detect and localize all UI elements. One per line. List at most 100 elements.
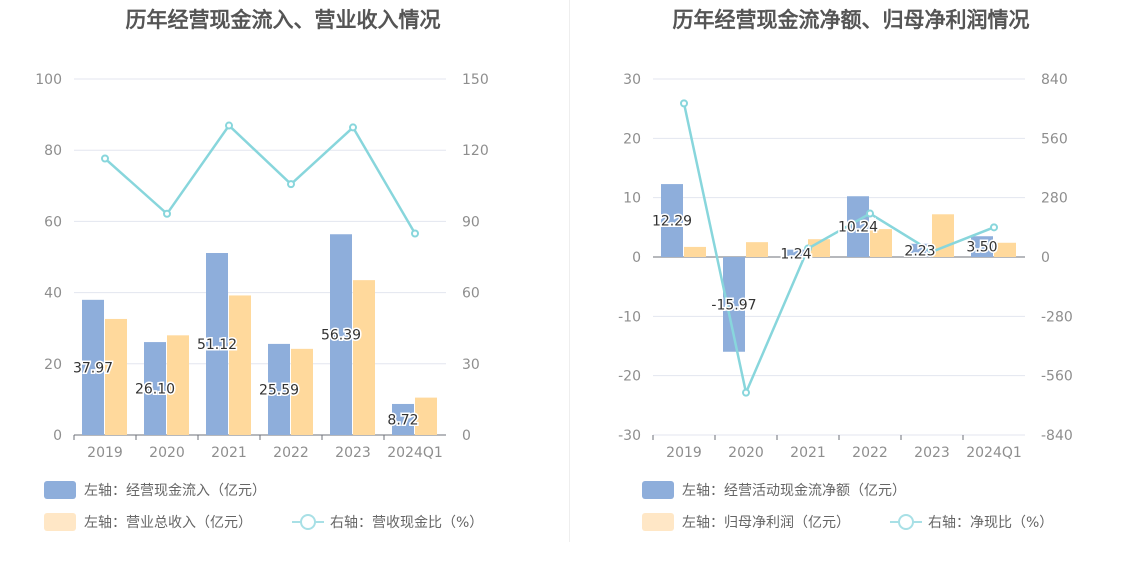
ratio-point — [225, 121, 233, 130]
legend-label: 左轴：经营现金流入（亿元） — [84, 483, 266, 499]
x-tick-label: 2019 — [666, 445, 702, 461]
bar-secondary — [353, 280, 375, 435]
legend-item-net-cash-flow[interactable]: 左轴：经营活动现金流净额（亿元） — [642, 480, 906, 500]
bar-data-label: 1.24 — [780, 246, 811, 262]
ratio-point — [990, 223, 998, 232]
chart-left-svg: 100 150 80 120 60 90 40 60 20 30 0 0 2019 2020 2021 202… — [35, 72, 489, 461]
bar-primary — [785, 249, 807, 257]
y-tick-label-left: 0 — [632, 250, 641, 266]
x-tick-label: 2023 — [914, 445, 950, 461]
legend-label: 左轴：营业总收入（亿元） — [84, 515, 252, 531]
y-tick-label-right: -280 — [1041, 309, 1073, 325]
bar-secondary — [291, 348, 313, 435]
x-tick-label: 2021 — [211, 445, 247, 461]
bar-swatch-icon — [44, 513, 76, 531]
y-tick-label-left: 0 — [53, 428, 62, 444]
ratio-point — [742, 388, 750, 397]
ratio-point — [163, 209, 171, 218]
y-tick-label-right: -840 — [1041, 428, 1073, 444]
y-tick-label-right: 840 — [1041, 72, 1068, 88]
bar-secondary — [684, 246, 706, 257]
legend-label: 右轴：营收现金比（%） — [330, 515, 484, 531]
bar-secondary — [105, 318, 127, 435]
chart-panel-left: 历年经营现金流入、营业收入情况 100 150 80 120 60 90 40 60 20 30 0… — [0, 0, 566, 582]
chart-right-svg: 30 840 20 560 10 280 0 0 -10 -280 -20 -560 -30 -840 20… — [618, 72, 1073, 461]
bar-data-label: 51.12 — [197, 337, 237, 353]
bar-data-label: 37.97 — [73, 360, 113, 376]
y-tick-label-left: 40 — [44, 286, 62, 302]
bar-data-label: 56.39 — [321, 328, 361, 344]
line-marker-icon — [292, 513, 324, 531]
y-tick-label-right: 120 — [462, 143, 489, 159]
y-tick-label-left: 10 — [623, 191, 641, 207]
x-tick-label: 2021 — [790, 445, 826, 461]
x-tick-label: 2024Q1 — [387, 445, 443, 461]
legend-item-revenue[interactable]: 左轴：营业总收入（亿元） — [44, 512, 252, 532]
bar-primary — [392, 403, 414, 435]
ratio-point — [680, 99, 688, 108]
bar-primary — [144, 342, 166, 435]
x-tick-label: 2020 — [149, 445, 185, 461]
bar-data-label: 12.29 — [652, 214, 692, 230]
chart-title-right: 历年经营现金流净额、归母净利润情况 — [672, 8, 1030, 32]
ratio-line — [682, 103, 995, 397]
bar-secondary — [994, 242, 1016, 257]
bar-primary — [82, 299, 104, 435]
bar-secondary — [167, 335, 189, 435]
legend-item-net-profit[interactable]: 左轴：归母净利润（亿元） — [642, 512, 850, 532]
chart-title-left: 历年经营现金流入、营业收入情况 — [125, 8, 441, 32]
ratio-point — [928, 247, 936, 256]
bar-data-label: 10.24 — [838, 220, 878, 236]
bar-primary — [661, 184, 683, 257]
y-tick-label-left: -20 — [618, 369, 641, 385]
ratio-point — [101, 154, 109, 163]
y-tick-label-right: 150 — [462, 72, 489, 88]
bar-primary — [330, 234, 352, 435]
bar-swatch-icon — [44, 481, 76, 499]
y-tick-label-right: 0 — [462, 428, 471, 444]
y-tick-label-left: -10 — [618, 309, 641, 325]
y-tick-label-left: 20 — [44, 357, 62, 373]
y-tick-label-left: 20 — [623, 131, 641, 147]
y-tick-label-right: 280 — [1041, 191, 1068, 207]
bar-primary — [971, 236, 993, 257]
bar-swatch-icon — [642, 481, 674, 499]
bar-data-label: 3.50 — [966, 240, 997, 256]
bar-secondary — [746, 242, 768, 257]
bar-swatch-icon — [642, 513, 674, 531]
ratio-point — [287, 180, 295, 189]
legend-label: 右轴：净现比（%） — [928, 515, 1054, 531]
y-tick-label-left: 30 — [623, 72, 641, 88]
bar-data-label: 2.23 — [904, 243, 935, 259]
x-tick-label: 2024Q1 — [966, 445, 1022, 461]
y-tick-label-right: 30 — [462, 357, 480, 373]
y-tick-label-left: 100 — [35, 72, 62, 88]
x-tick-label: 2022 — [273, 445, 309, 461]
y-tick-label-left: -30 — [618, 428, 641, 444]
bar-secondary — [870, 229, 892, 257]
bar-data-label: -15.97 — [711, 297, 756, 313]
y-tick-label-right: 90 — [462, 214, 480, 230]
bar-data-label: 8.72 — [387, 412, 418, 428]
ratio-point — [411, 229, 419, 238]
y-tick-label-right: -560 — [1041, 369, 1073, 385]
legend-label: 左轴：归母净利润（亿元） — [682, 515, 850, 531]
panel-divider — [569, 0, 570, 542]
y-tick-label-left: 60 — [44, 214, 62, 230]
y-tick-label-right: 560 — [1041, 131, 1068, 147]
bar-secondary — [808, 239, 830, 257]
x-tick-label: 2020 — [728, 445, 764, 461]
line-marker-icon — [890, 513, 922, 531]
bar-secondary — [229, 295, 251, 435]
legend-item-net-cash-ratio[interactable]: 右轴：净现比（%） — [890, 512, 1053, 532]
ratio-point — [866, 209, 874, 218]
y-tick-label-right: 0 — [1041, 250, 1050, 266]
x-tick-label: 2023 — [335, 445, 371, 461]
y-tick-label-left: 80 — [44, 143, 62, 159]
x-tick-label: 2022 — [852, 445, 888, 461]
bar-primary — [847, 196, 869, 257]
legend-item-cash-inflow[interactable]: 左轴：经营现金流入（亿元） — [44, 480, 266, 500]
bar-data-label: 25.59 — [259, 382, 299, 398]
legend-item-revenue-cash-ratio[interactable]: 右轴：营收现金比（%） — [292, 512, 483, 532]
bar-primary — [206, 253, 228, 435]
